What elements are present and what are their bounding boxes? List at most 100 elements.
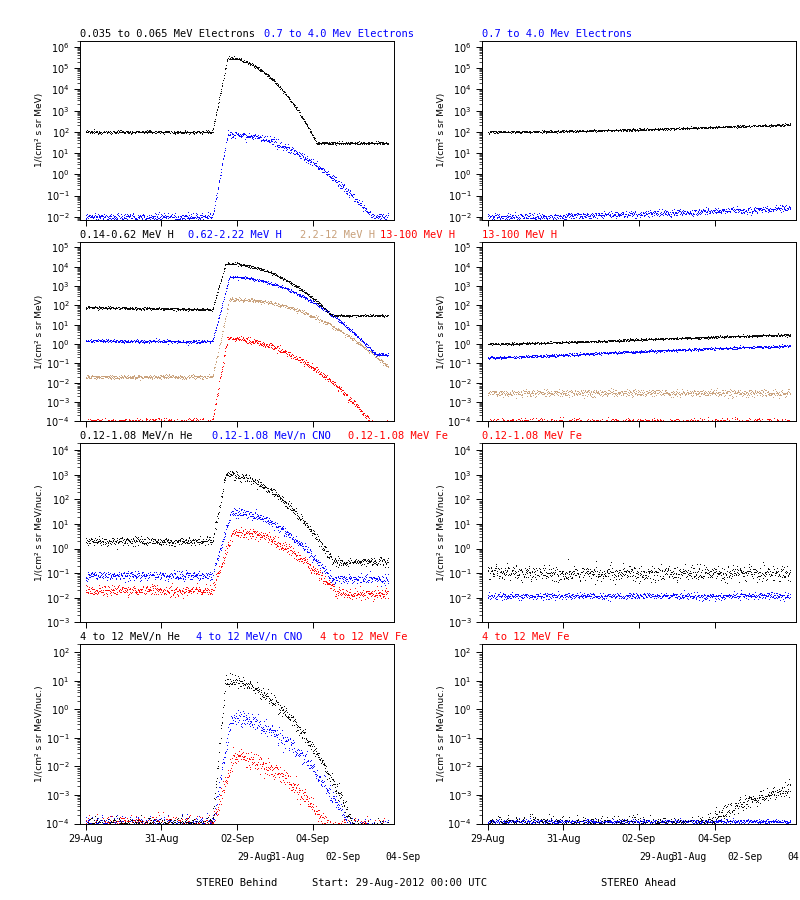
Point: [672, 814, 685, 828]
Point: [154, 819, 167, 833]
Point: [502, 811, 515, 825]
Point: [374, 572, 387, 587]
Point: [573, 347, 586, 362]
Point: [152, 332, 165, 347]
Point: [777, 562, 790, 577]
Point: [81, 413, 94, 428]
Point: [337, 317, 350, 331]
Point: [482, 824, 495, 838]
Point: [353, 401, 366, 416]
Point: [726, 341, 738, 356]
Point: [293, 743, 306, 758]
Point: [161, 334, 174, 348]
Point: [510, 417, 522, 431]
Point: [618, 210, 630, 224]
Point: [102, 536, 114, 550]
Point: [355, 337, 368, 351]
Point: [544, 208, 557, 222]
Point: [641, 825, 654, 840]
Point: [338, 182, 351, 196]
Point: [151, 371, 164, 385]
Point: [746, 587, 758, 601]
Point: [759, 204, 772, 219]
Point: [148, 821, 161, 835]
Point: [706, 121, 719, 135]
Point: [685, 824, 698, 838]
Point: [144, 816, 157, 831]
Point: [763, 788, 776, 802]
Point: [602, 824, 615, 839]
Point: [588, 825, 601, 840]
Point: [708, 827, 721, 842]
Point: [733, 120, 746, 134]
Point: [368, 826, 381, 841]
Point: [263, 511, 276, 526]
Point: [515, 565, 528, 580]
Point: [722, 803, 735, 817]
Point: [591, 386, 604, 400]
Point: [184, 126, 197, 140]
Point: [174, 533, 186, 547]
Point: [743, 814, 756, 828]
Point: [358, 308, 371, 322]
Point: [568, 124, 581, 139]
Point: [90, 333, 103, 347]
Point: [733, 415, 746, 429]
Point: [597, 813, 610, 827]
Point: [683, 814, 696, 828]
Point: [655, 590, 668, 604]
Point: [601, 123, 614, 138]
Point: [205, 302, 218, 317]
Point: [681, 639, 694, 653]
Point: [95, 534, 108, 548]
Point: [318, 135, 330, 149]
Point: [540, 416, 553, 430]
Point: [132, 367, 145, 382]
Point: [640, 206, 653, 220]
Point: [508, 337, 521, 351]
Point: [210, 802, 222, 816]
Point: [736, 339, 749, 354]
Point: [585, 813, 598, 827]
Point: [174, 584, 186, 598]
Point: [265, 265, 278, 279]
Point: [630, 814, 643, 828]
Point: [560, 824, 573, 839]
Point: [586, 814, 598, 829]
Point: [322, 550, 335, 564]
Point: [581, 566, 594, 580]
Point: [603, 122, 616, 137]
Point: [654, 814, 666, 829]
Point: [222, 332, 235, 347]
Point: [176, 125, 189, 140]
Point: [374, 308, 387, 322]
Point: [673, 414, 686, 428]
Point: [182, 566, 195, 580]
Point: [615, 207, 628, 221]
Point: [667, 343, 680, 357]
Point: [726, 558, 739, 572]
Point: [118, 580, 131, 595]
Point: [732, 383, 745, 398]
Point: [612, 334, 625, 348]
Point: [315, 538, 328, 553]
Point: [628, 642, 641, 656]
Point: [662, 386, 674, 400]
Point: [288, 302, 301, 317]
Point: [736, 388, 749, 402]
Point: [382, 358, 394, 373]
Point: [363, 414, 376, 428]
Point: [592, 819, 605, 833]
Point: [741, 390, 754, 404]
Point: [702, 813, 714, 827]
Point: [87, 414, 100, 428]
Point: [181, 536, 194, 550]
Point: [524, 124, 537, 139]
Point: [284, 275, 297, 290]
Point: [491, 589, 504, 603]
Point: [539, 568, 552, 582]
Point: [335, 803, 348, 817]
Point: [782, 383, 794, 398]
Point: [220, 309, 233, 323]
Point: [295, 724, 308, 739]
